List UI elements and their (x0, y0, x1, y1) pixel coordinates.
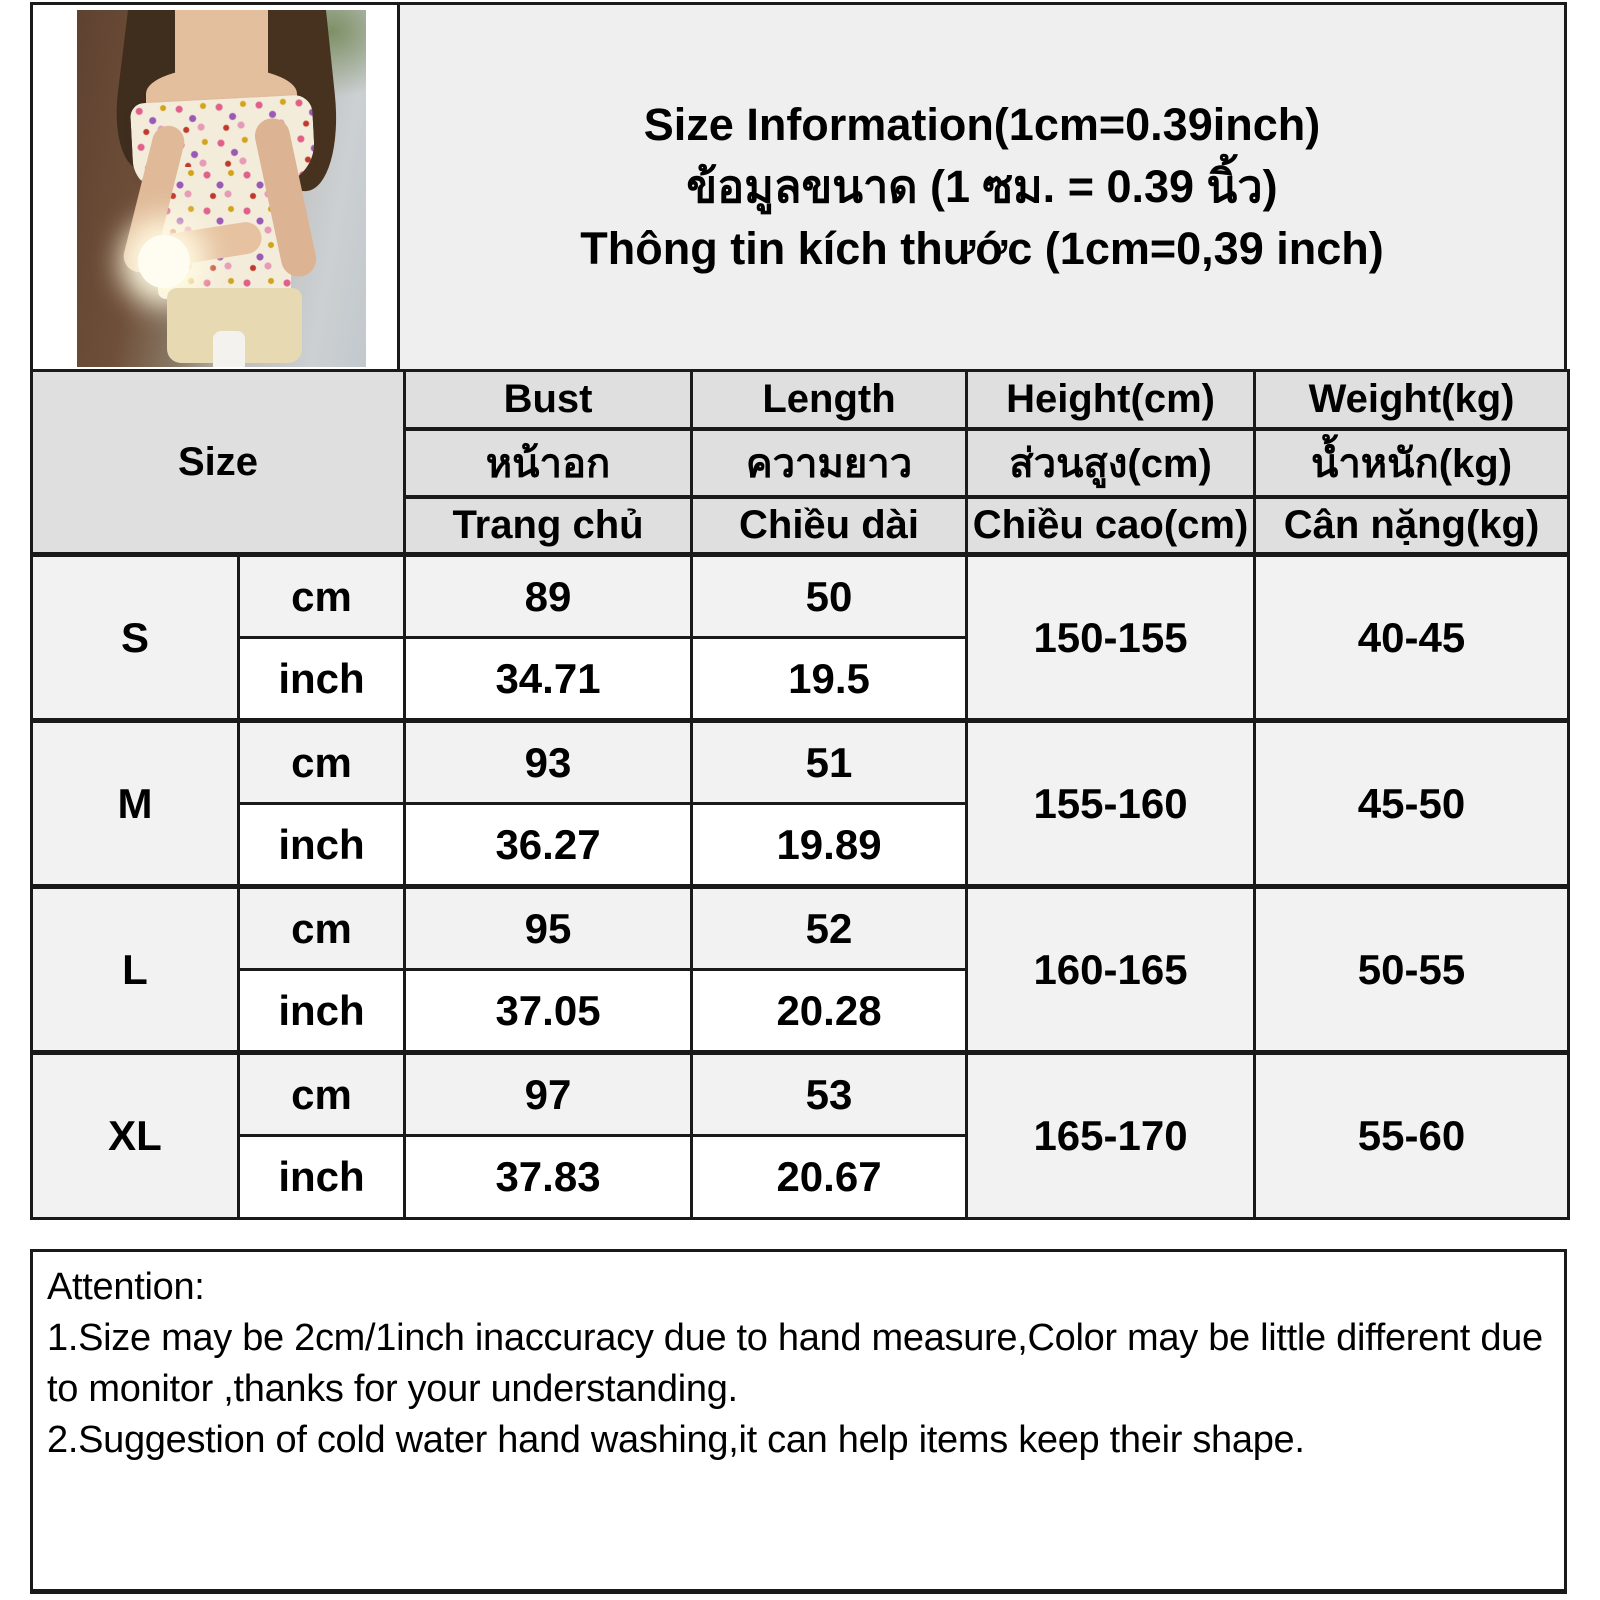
size-label-s: S (30, 552, 240, 722)
cell-s-bust-inch: 34.71 (403, 636, 694, 722)
header-row-vietnamese: Trang chủ Chiều dài Chiều cao(cm) Cân nặ… (32, 494, 1571, 556)
cell-m-weight: 45-50 (1253, 718, 1571, 888)
cell-m-height: 155-160 (965, 718, 1257, 888)
size-label-l: L (30, 884, 240, 1054)
cell-l-bust-cm: 95 (403, 884, 694, 971)
header-height-th: ส่วนสูง(cm) (965, 426, 1257, 498)
cell-m-bust-cm: 93 (403, 718, 694, 805)
header-height-en: Height(cm) (965, 369, 1257, 430)
cell-s-height: 150-155 (965, 552, 1257, 722)
unit-cm-s: cm (236, 552, 407, 639)
cell-s-length-inch: 19.5 (690, 636, 969, 722)
title-box: Size Information(1cm=0.39inch) ข้อมูลขนา… (397, 2, 1567, 372)
row-s-inch: inch 34.71 19.5 (32, 636, 1569, 722)
cell-xl-weight: 55-60 (1253, 1050, 1571, 1220)
photo-sock (212, 331, 245, 367)
cell-l-length-inch: 20.28 (690, 968, 969, 1054)
title-thai: ข้อมูลขนาด (1 ซม. = 0.39 นิ้ว) (686, 161, 1278, 212)
row-xl-cm: XL cm 97 53 165-170 55-60 (30, 1050, 1571, 1220)
header-height-vi: Chiều cao(cm) (965, 494, 1257, 556)
attention-note-2: 2.Suggestion of cold water hand washing,… (47, 1419, 1305, 1461)
header-bust-th: หน้าอก (403, 426, 694, 498)
size-column-header: Size (29, 369, 407, 556)
header-row-thai: หน้าอก ความยาว ส่วนสูง(cm) น้ำหนัก(kg) (32, 426, 1571, 498)
product-photo-cell (30, 2, 400, 372)
size-table: Size Bust Length Height(cm) Weight(kg) ห… (29, 369, 1571, 1220)
title-english: Size Information(1cm=0.39inch) (643, 99, 1321, 150)
cell-m-length-cm: 51 (690, 718, 969, 805)
unit-cm-xl: cm (236, 1050, 407, 1137)
photo-cup (137, 234, 190, 289)
unit-inch-l: inch (236, 968, 407, 1054)
cell-xl-bust-inch: 37.83 (403, 1134, 694, 1220)
header-weight-en: Weight(kg) (1253, 369, 1571, 430)
title-vietnamese: Thông tin kích thước (1cm=0,39 inch) (580, 223, 1384, 274)
unit-cm-m: cm (236, 718, 407, 805)
row-l-cm: L cm 95 52 160-165 50-55 (30, 884, 1571, 1054)
size-label-m: M (30, 718, 240, 888)
top-section: Size Information(1cm=0.39inch) ข้อมูลขนา… (30, 2, 1567, 372)
unit-inch-m: inch (236, 802, 407, 888)
cell-s-bust-cm: 89 (403, 552, 694, 639)
attention-title: Attention: (47, 1266, 205, 1308)
cell-l-weight: 50-55 (1253, 884, 1571, 1054)
header-length-th: ความยาว (690, 426, 969, 498)
row-xl-inch: inch 37.83 20.67 (32, 1134, 1569, 1220)
unit-inch-xl: inch (236, 1134, 407, 1220)
cell-l-length-cm: 52 (690, 884, 969, 971)
cell-l-height: 160-165 (965, 884, 1257, 1054)
header-bust-en: Bust (403, 369, 694, 430)
attention-box: Attention: 1.Size may be 2cm/1inch inacc… (30, 1249, 1567, 1594)
header-length-en: Length (690, 369, 969, 430)
cell-xl-bust-cm: 97 (403, 1050, 694, 1137)
header-length-vi: Chiều dài (690, 494, 969, 556)
header-bust-vi: Trang chủ (403, 494, 694, 556)
row-m-inch: inch 36.27 19.89 (32, 802, 1569, 888)
cell-xl-length-inch: 20.67 (690, 1134, 969, 1220)
unit-inch-s: inch (236, 636, 407, 722)
header-row-english: Size Bust Length Height(cm) Weight(kg) (29, 369, 1571, 556)
cell-m-bust-inch: 36.27 (403, 802, 694, 888)
cell-xl-height: 165-170 (965, 1050, 1257, 1220)
header-weight-th: น้ำหนัก(kg) (1253, 426, 1571, 498)
row-l-inch: inch 37.05 20.28 (32, 968, 1569, 1054)
cell-m-length-inch: 19.89 (690, 802, 969, 888)
attention-note-1: 1.Size may be 2cm/1inch inaccuracy due t… (47, 1317, 1543, 1410)
cell-xl-length-cm: 53 (690, 1050, 969, 1137)
product-photo (77, 10, 366, 367)
cell-s-length-cm: 50 (690, 552, 969, 639)
cell-s-weight: 40-45 (1253, 552, 1571, 722)
unit-cm-l: cm (236, 884, 407, 971)
header-weight-vi: Cân nặng(kg) (1253, 494, 1571, 556)
row-s-cm: S cm 89 50 150-155 40-45 (30, 552, 1571, 722)
size-label-xl: XL (30, 1050, 240, 1220)
cell-l-bust-inch: 37.05 (403, 968, 694, 1054)
row-m-cm: M cm 93 51 155-160 45-50 (30, 718, 1571, 888)
